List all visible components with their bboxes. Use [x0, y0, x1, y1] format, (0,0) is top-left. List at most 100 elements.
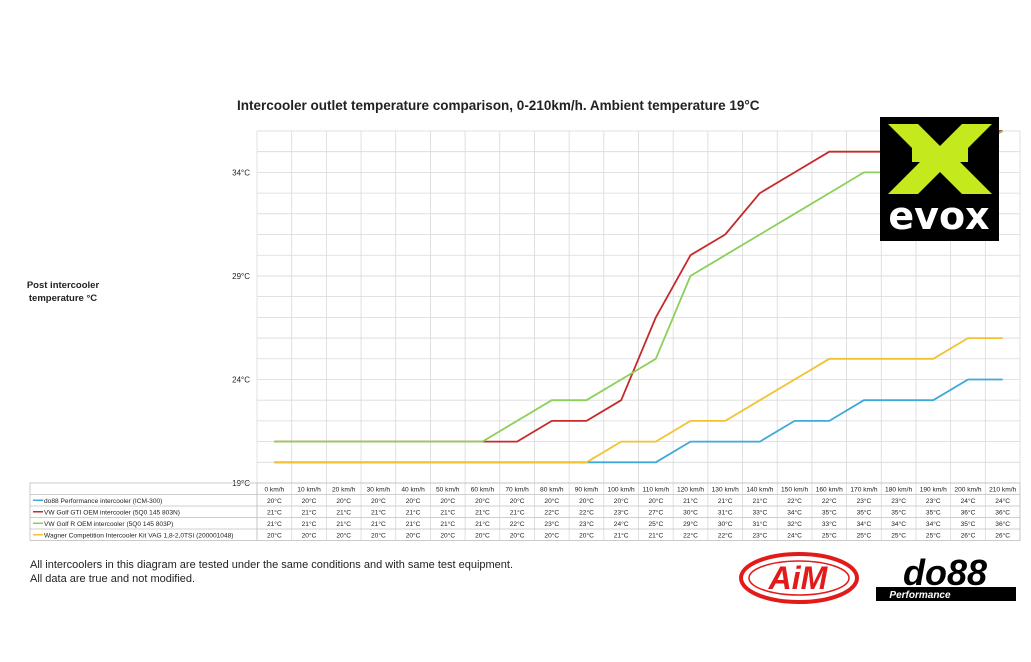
data-label: 20°C	[510, 531, 525, 539]
aim-logo-text: AiM	[768, 560, 829, 596]
data-label: 20°C	[336, 497, 351, 505]
data-label: 35°C	[822, 508, 837, 516]
series-line	[274, 337, 1003, 464]
footnote-line-2: All data are true and not modified.	[30, 573, 196, 585]
data-label: 23°C	[544, 520, 559, 528]
data-label: 30°C	[683, 508, 698, 516]
data-label: 22°C	[579, 508, 594, 516]
legend-entry: Wagner Competition Intercooler Kit VAG 1…	[44, 532, 233, 539]
data-label: 33°C	[753, 508, 768, 516]
data-label: 23°C	[891, 497, 906, 505]
data-label: 23°C	[579, 520, 594, 528]
x-tick-label: 140 km/h	[746, 486, 773, 493]
y-tick-label: 24°C	[232, 375, 250, 384]
data-label: 21°C	[718, 497, 733, 505]
x-tick-label: 130 km/h	[712, 486, 739, 493]
data-label: 22°C	[822, 497, 837, 505]
data-label: 20°C	[406, 531, 421, 539]
data-label: 36°C	[961, 508, 976, 516]
legend-entry: VW Golf R OEM intercooler (5Q0 145 803P)	[44, 521, 173, 528]
do88-logo-text: do88	[903, 552, 987, 593]
data-label: 20°C	[336, 531, 351, 539]
x-tick-label: 0 km/h	[264, 486, 284, 493]
data-label: 33°C	[822, 520, 837, 528]
data-label: 21°C	[336, 508, 351, 516]
x-tick-label: 200 km/h	[954, 486, 981, 493]
data-label: 21°C	[683, 497, 698, 505]
data-label: 20°C	[371, 531, 386, 539]
data-label: 20°C	[302, 531, 317, 539]
data-label: 20°C	[371, 497, 386, 505]
y-tick-label: 34°C	[232, 168, 250, 177]
data-label: 20°C	[440, 497, 455, 505]
data-label: 22°C	[544, 508, 559, 516]
evox-logo: evox	[880, 117, 999, 241]
data-label: 36°C	[995, 508, 1010, 516]
data-label: 34°C	[857, 520, 872, 528]
x-tick-label: 150 km/h	[781, 486, 808, 493]
data-label: 34°C	[891, 520, 906, 528]
x-tick-label: 110 km/h	[643, 486, 670, 493]
x-tick-label: 170 km/h	[850, 486, 877, 493]
x-tick-label: 70 km/h	[505, 486, 529, 493]
data-label: 24°C	[995, 497, 1010, 505]
data-label: 30°C	[718, 520, 733, 528]
data-label: 20°C	[267, 497, 282, 505]
legend-entry: VW Golf GTI OEM intercooler (5Q0 145 803…	[44, 509, 180, 516]
x-tick-label: 20 km/h	[332, 486, 356, 493]
data-label: 22°C	[787, 497, 802, 505]
y-axis-label: Post intercooler	[27, 280, 100, 291]
data-label: 20°C	[648, 497, 663, 505]
chart-title: Intercooler outlet temperature compariso…	[237, 98, 760, 113]
data-label: 23°C	[614, 508, 629, 516]
data-label: 26°C	[961, 531, 976, 539]
data-label: 20°C	[544, 497, 559, 505]
data-label: 21°C	[302, 520, 317, 528]
data-label: 20°C	[614, 497, 629, 505]
do88-logo-subtext: Performance	[889, 590, 951, 601]
x-tick-label: 190 km/h	[920, 486, 947, 493]
data-label: 21°C	[648, 531, 663, 539]
data-label: 25°C	[857, 531, 872, 539]
data-label: 20°C	[302, 497, 317, 505]
data-label: 25°C	[891, 531, 906, 539]
data-label: 20°C	[544, 531, 559, 539]
data-label: 36°C	[995, 520, 1010, 528]
data-label: 21°C	[440, 508, 455, 516]
x-tick-label: 90 km/h	[575, 486, 599, 493]
y-tick-label: 19°C	[232, 479, 250, 488]
data-label: 21°C	[267, 508, 282, 516]
data-label: 22°C	[683, 531, 698, 539]
x-tick-label: 60 km/h	[471, 486, 495, 493]
data-label: 21°C	[371, 508, 386, 516]
data-label: 31°C	[753, 520, 768, 528]
y-axis-label: temperature °C	[29, 293, 97, 304]
data-label: 24°C	[614, 520, 629, 528]
data-label: 34°C	[926, 520, 941, 528]
data-label: 25°C	[648, 520, 663, 528]
data-label: 20°C	[267, 531, 282, 539]
data-label: 21°C	[753, 497, 768, 505]
data-label: 20°C	[475, 531, 490, 539]
data-label: 34°C	[787, 508, 802, 516]
data-label: 35°C	[926, 508, 941, 516]
x-tick-label: 120 km/h	[677, 486, 704, 493]
legend-entry: do88 Performance intercooler (ICM-300)	[44, 498, 162, 505]
data-label: 20°C	[475, 497, 490, 505]
x-tick-label: 80 km/h	[540, 486, 564, 493]
table-frame	[29, 482, 1021, 541]
data-label: 24°C	[787, 531, 802, 539]
data-label: 23°C	[753, 531, 768, 539]
data-label: 21°C	[510, 508, 525, 516]
x-tick-label: 10 km/h	[297, 486, 321, 493]
data-label: 27°C	[648, 508, 663, 516]
data-label: 31°C	[718, 508, 733, 516]
data-label: 21°C	[475, 508, 490, 516]
data-table: 0 km/h 10 km/h 20 km/h 30 km/h 40 km/h 50 km/…	[29, 482, 1021, 541]
data-label: 21°C	[440, 520, 455, 528]
data-label: 29°C	[683, 520, 698, 528]
y-tick-label: 29°C	[232, 272, 250, 281]
data-label: 21°C	[336, 520, 351, 528]
data-label: 25°C	[822, 531, 837, 539]
